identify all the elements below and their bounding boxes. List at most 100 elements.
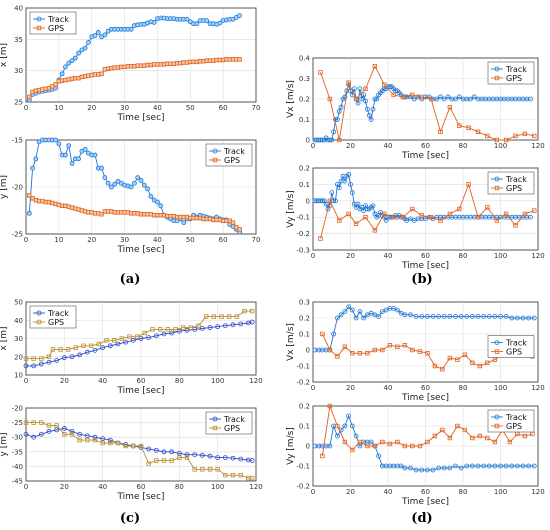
- data-point-gps: [522, 131, 528, 137]
- data-point-track: [130, 337, 136, 343]
- data-point-track: [349, 423, 355, 429]
- data-point-track: [184, 16, 190, 22]
- data-point-track: [368, 117, 374, 122]
- data-point-track: [514, 315, 520, 321]
- data-point-track: [441, 313, 447, 319]
- data-point-track: [349, 190, 355, 196]
- data-point-track: [161, 449, 167, 455]
- data-point-track: [526, 463, 532, 469]
- data-point-track: [475, 313, 481, 319]
- data-point-gps: [31, 356, 36, 361]
- data-point-track: [419, 313, 425, 319]
- data-point-gps: [27, 193, 32, 198]
- data-point-gps: [327, 347, 333, 353]
- x-tick-label: 120: [531, 384, 544, 392]
- data-point-track: [135, 175, 141, 181]
- data-point-gps: [419, 94, 424, 100]
- y-tick-label: 40: [14, 5, 23, 13]
- x-tick-label: 80: [175, 377, 184, 385]
- x-tick-label: 60: [421, 142, 430, 150]
- data-point-track: [361, 92, 367, 98]
- data-point-track: [146, 446, 152, 452]
- x-tick-label: 50: [186, 104, 195, 112]
- data-point-gps: [357, 350, 363, 356]
- data-point-track: [334, 433, 340, 439]
- data-point-gps: [455, 423, 460, 429]
- data-point-gps: [219, 314, 224, 319]
- y-tick-label: -20: [12, 184, 23, 192]
- x-tick-label: 80: [459, 384, 468, 392]
- data-point-track: [237, 13, 242, 18]
- data-point-track: [230, 455, 236, 461]
- data-point-gps: [92, 437, 98, 443]
- data-point-track: [141, 182, 147, 188]
- data-point-track: [351, 86, 357, 92]
- data-point-gps: [177, 455, 182, 460]
- legend-marker: [212, 425, 218, 431]
- data-point-track: [453, 96, 458, 102]
- data-point-gps: [119, 336, 125, 341]
- data-point-gps: [237, 227, 242, 232]
- data-point-track: [376, 313, 382, 319]
- data-point-gps: [77, 437, 82, 443]
- legend-marker: [494, 185, 500, 191]
- data-point-track: [82, 45, 88, 51]
- data-point-track: [77, 431, 83, 437]
- data-point-track: [61, 426, 67, 431]
- data-point-track: [528, 214, 533, 220]
- data-point-gps: [234, 314, 240, 319]
- data-point-gps: [513, 223, 518, 228]
- data-point-gps: [475, 129, 481, 134]
- y-tick-label: -0.1: [296, 463, 310, 471]
- data-point-track: [331, 129, 337, 135]
- x-tick-label: 100: [494, 142, 507, 150]
- data-point-track: [361, 315, 367, 321]
- data-point-gps: [249, 475, 255, 481]
- data-point-gps: [522, 433, 528, 439]
- x-tick-label: 10: [54, 236, 63, 244]
- x-tick-label: 100: [211, 377, 224, 385]
- x-tick-label: 0: [311, 384, 315, 392]
- data-point-gps: [365, 350, 370, 356]
- data-point-track: [53, 137, 58, 143]
- x-tick-label: 0: [24, 483, 28, 491]
- y-axis-label: y [m]: [0, 175, 9, 199]
- data-point-track: [334, 315, 340, 321]
- x-tick-label: 70: [252, 236, 261, 244]
- series-line-gps: [26, 422, 253, 479]
- series-line-gps: [321, 333, 533, 370]
- data-point-track: [327, 137, 333, 143]
- data-point-gps: [428, 96, 434, 102]
- data-point-gps: [400, 94, 406, 100]
- legend-label: Track: [223, 147, 245, 156]
- data-point-gps: [223, 472, 228, 478]
- data-point-gps: [455, 357, 460, 362]
- data-point-track: [238, 456, 244, 462]
- y-tick-label: -0.1: [296, 363, 310, 371]
- y-axis-label: Vx [m/s]: [286, 323, 296, 361]
- data-point-track: [69, 428, 75, 434]
- data-point-gps: [485, 360, 490, 365]
- data-point-track: [99, 165, 104, 171]
- x-tick-label: 0: [24, 377, 28, 385]
- data-point-track: [509, 315, 515, 321]
- data-point-gps: [365, 443, 370, 449]
- y-tick-label: -25: [12, 231, 23, 239]
- data-point-track: [66, 143, 72, 149]
- data-point-track: [349, 307, 355, 313]
- y-tick-label: -0.2: [296, 483, 310, 491]
- data-point-track: [348, 181, 353, 187]
- data-point-gps: [353, 96, 359, 102]
- data-point-track: [456, 94, 462, 100]
- data-point-gps: [226, 314, 232, 319]
- data-point-track: [531, 463, 537, 469]
- data-point-track: [184, 452, 190, 458]
- legend-label: GPS: [224, 424, 240, 433]
- x-tick-label: 50: [186, 236, 195, 244]
- data-point-track: [408, 312, 413, 318]
- data-point-track: [95, 30, 101, 35]
